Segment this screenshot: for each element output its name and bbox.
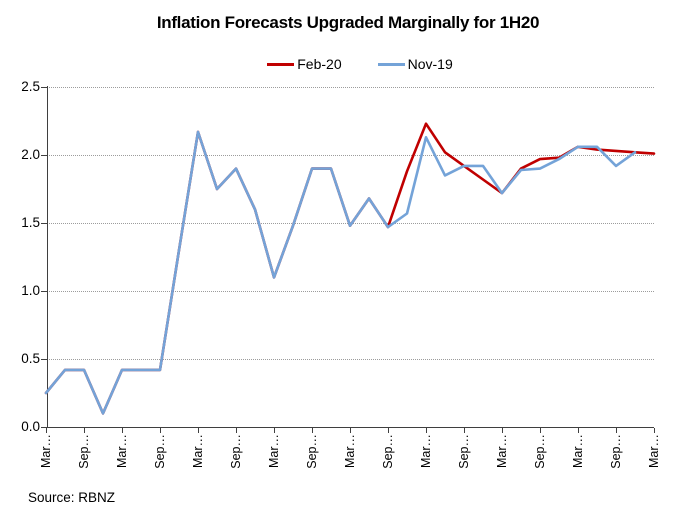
- x-axis-label: Sep…: [153, 434, 167, 469]
- x-axis-tick: [236, 428, 237, 433]
- legend-item-feb-20: Feb-20: [267, 56, 342, 72]
- x-axis-label: Mar…: [571, 434, 585, 469]
- gridline: [47, 87, 654, 88]
- x-axis-label: Mar…: [39, 434, 53, 469]
- x-axis-label: Mar…: [647, 434, 661, 469]
- y-axis-line: [47, 86, 48, 427]
- x-axis-label: Sep…: [305, 434, 319, 469]
- x-axis-label: Mar…: [343, 434, 357, 469]
- y-axis-label: 2.5: [21, 79, 40, 94]
- x-axis-tick: [198, 428, 199, 433]
- y-axis-tick: [41, 427, 47, 428]
- gridline: [47, 223, 654, 224]
- y-axis-tick: [41, 223, 47, 224]
- chart-title: Inflation Forecasts Upgraded Marginally …: [156, 13, 540, 32]
- y-axis-tick: [41, 87, 47, 88]
- x-axis-tick: [84, 428, 85, 433]
- y-axis-label: 1.0: [21, 283, 40, 298]
- x-axis-line: [47, 427, 654, 428]
- series-line-nov-19: [44, 130, 637, 415]
- x-axis-tick: [312, 428, 313, 433]
- x-axis-label: Sep…: [457, 434, 471, 469]
- x-axis-label: Sep…: [381, 434, 395, 469]
- x-axis-tick: [350, 428, 351, 433]
- x-axis-tick: [426, 428, 427, 433]
- x-axis-label: Sep…: [229, 434, 243, 469]
- x-axis-label: Sep…: [609, 434, 623, 469]
- x-axis-label: Mar…: [495, 434, 509, 469]
- legend-label-nov-19: Nov-19: [407, 56, 453, 72]
- x-axis-label: Mar…: [191, 434, 205, 469]
- y-axis-label: 1.5: [21, 215, 40, 230]
- y-axis-label: 0.5: [21, 351, 40, 366]
- y-axis-label: 0.0: [21, 419, 40, 434]
- legend-label-feb-20: Feb-20: [297, 56, 342, 72]
- legend: Feb-20 Nov-19: [12, 55, 696, 73]
- gridline: [47, 155, 654, 156]
- y-axis-tick: [41, 359, 47, 360]
- y-axis-label: 2.0: [21, 147, 40, 162]
- x-axis-tick: [160, 428, 161, 433]
- x-axis-label: Sep…: [533, 434, 547, 469]
- x-axis-label: Mar…: [419, 434, 433, 469]
- feb-20-line-swatch-icon: [267, 62, 295, 66]
- gridline: [47, 359, 654, 360]
- x-axis-label: Mar…: [267, 434, 281, 469]
- x-axis-tick: [616, 428, 617, 433]
- x-axis-tick: [540, 428, 541, 433]
- x-axis-tick: [502, 428, 503, 433]
- gridline: [47, 291, 654, 292]
- nov-19-line-swatch-icon: [377, 62, 405, 66]
- x-axis-tick: [388, 428, 389, 433]
- legend-item-nov-19: Nov-19: [377, 56, 453, 72]
- x-axis-label: Sep…: [77, 434, 91, 469]
- x-axis-tick: [654, 428, 655, 433]
- x-axis-tick: [46, 428, 47, 433]
- y-axis-tick: [41, 155, 47, 156]
- x-axis-tick: [578, 428, 579, 433]
- series-line-feb-20: [44, 122, 656, 415]
- x-axis-tick: [274, 428, 275, 433]
- x-axis-tick: [464, 428, 465, 433]
- source-note: Source: RBNZ: [28, 490, 116, 505]
- x-axis-tick: [122, 428, 123, 433]
- x-axis-label: Mar…: [115, 434, 129, 469]
- y-axis-tick: [41, 291, 47, 292]
